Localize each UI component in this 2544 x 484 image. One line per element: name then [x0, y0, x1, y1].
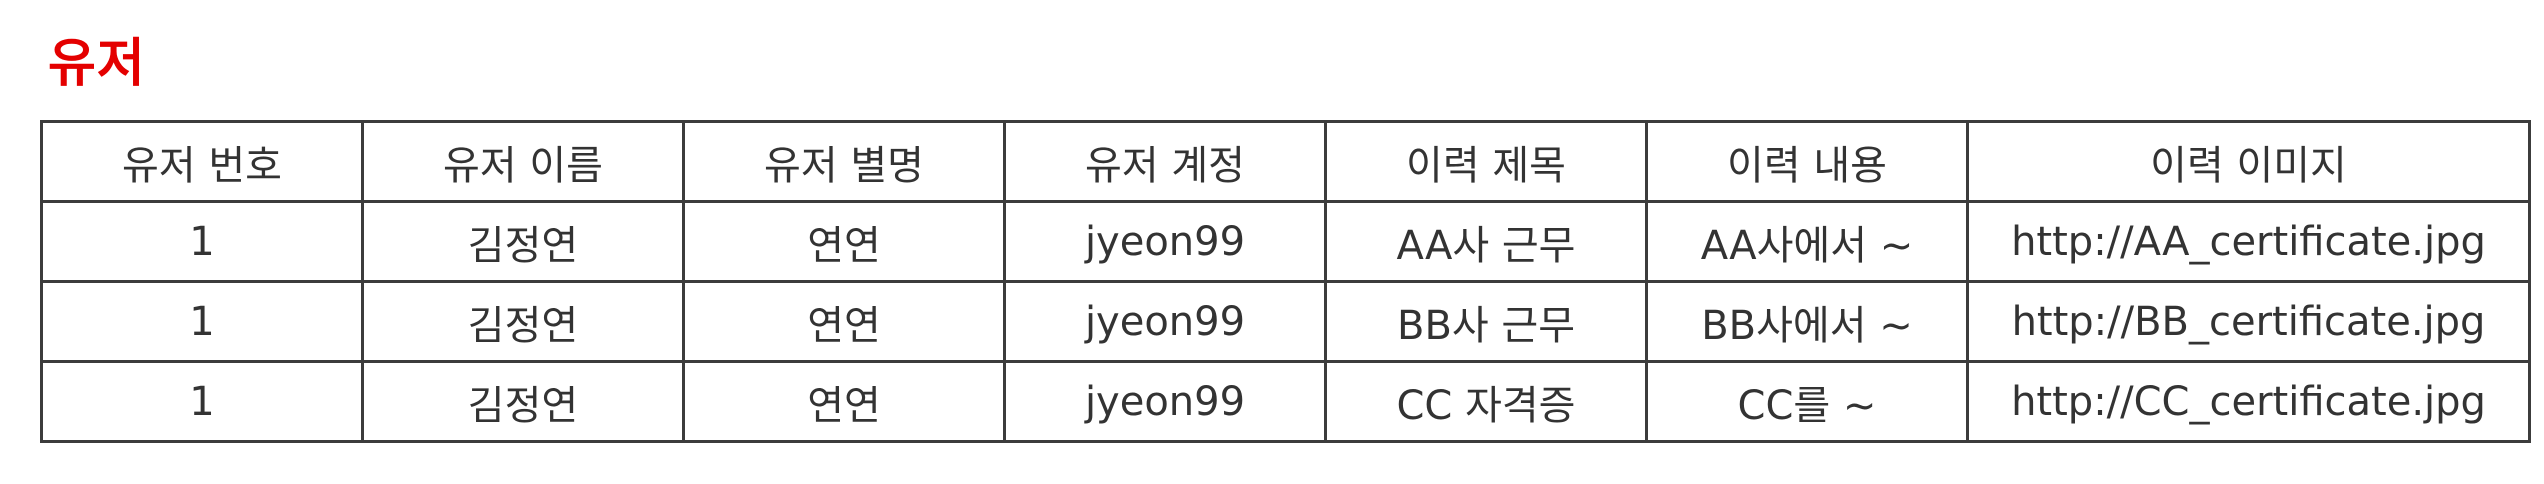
cell-history-title: CC 자격증 [1324, 360, 1648, 443]
table-row: 1 김정연 연연 jyeon99 BB사 근무 BB사에서 ~ http://B… [40, 280, 2531, 363]
section-title: 유저 [48, 34, 146, 94]
cell-history-content: BB사에서 ~ [1645, 280, 1969, 363]
column-header-user-number: 유저 번호 [40, 120, 364, 203]
cell-user-number: 1 [40, 360, 364, 443]
cell-user-nickname: 연연 [682, 360, 1006, 443]
cell-history-title: BB사 근무 [1324, 280, 1648, 363]
column-header-user-account: 유저 계정 [1003, 120, 1327, 203]
column-header-user-name: 유저 이름 [361, 120, 685, 203]
cell-user-name: 김정연 [361, 200, 685, 283]
cell-user-nickname: 연연 [682, 200, 1006, 283]
cell-history-content: AA사에서 ~ [1645, 200, 1969, 283]
cell-history-image: http://CC_certificate.jpg [1966, 360, 2531, 443]
cell-user-number: 1 [40, 280, 364, 363]
user-history-table: 유저 번호 유저 이름 유저 별명 유저 계정 이력 제목 이력 내용 이력 이… [40, 120, 2531, 443]
cell-user-account: jyeon99 [1003, 360, 1327, 443]
column-header-user-nickname: 유저 별명 [682, 120, 1006, 203]
cell-history-title: AA사 근무 [1324, 200, 1648, 283]
cell-history-content: CC를 ~ [1645, 360, 1969, 443]
table-row: 1 김정연 연연 jyeon99 AA사 근무 AA사에서 ~ http://A… [40, 200, 2531, 283]
cell-user-name: 김정연 [361, 360, 685, 443]
column-header-history-content: 이력 내용 [1645, 120, 1969, 203]
cell-user-name: 김정연 [361, 280, 685, 363]
cell-history-image: http://AA_certificate.jpg [1966, 200, 2531, 283]
column-header-history-title: 이력 제목 [1324, 120, 1648, 203]
table-row: 1 김정연 연연 jyeon99 CC 자격증 CC를 ~ http://CC_… [40, 360, 2531, 443]
cell-user-account: jyeon99 [1003, 200, 1327, 283]
cell-user-nickname: 연연 [682, 280, 1006, 363]
table-header-row: 유저 번호 유저 이름 유저 별명 유저 계정 이력 제목 이력 내용 이력 이… [40, 120, 2531, 203]
cell-user-account: jyeon99 [1003, 280, 1327, 363]
column-header-history-image: 이력 이미지 [1966, 120, 2531, 203]
cell-user-number: 1 [40, 200, 364, 283]
cell-history-image: http://BB_certificate.jpg [1966, 280, 2531, 363]
